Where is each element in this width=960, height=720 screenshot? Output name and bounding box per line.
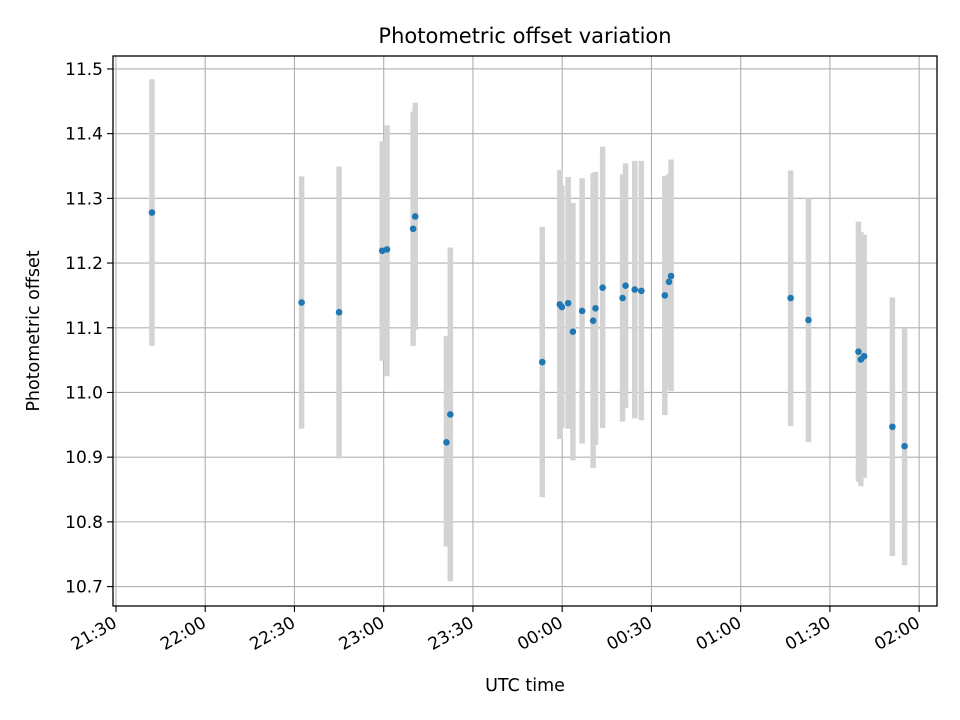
data-point [569,328,577,335]
chart-title: Photometric offset variation [378,24,671,48]
y-tick-label: 11.1 [65,319,103,339]
y-tick-label: 11.3 [65,189,103,209]
data-point [667,272,675,280]
y-tick-label: 11.0 [65,383,103,403]
data-point [860,352,868,360]
y-tick-label: 11.2 [65,254,103,274]
data-point [589,317,597,324]
y-axis-ticks: 10.7 10.8 10.9 11.0 11.1 11.2 11.3 11.4 11.5 [65,60,113,598]
data-point [622,282,629,290]
data-point [631,286,639,293]
data-point [599,284,606,291]
x-axis-title: UTC time [485,676,565,696]
data-point [665,278,673,286]
y-tick-label: 11.5 [65,60,103,80]
data-point [383,246,391,253]
data-points [148,209,908,450]
data-point [298,299,305,306]
y-tick-label: 10.9 [65,448,103,468]
data-point [443,438,450,446]
data-point [901,442,908,450]
grid [113,56,937,606]
y-tick-label: 11.4 [65,125,103,145]
data-point [447,411,454,418]
y-tick-label: 10.7 [65,578,103,598]
data-point [335,308,343,316]
data-point [638,287,645,295]
data-point [411,213,419,220]
data-point [619,294,626,302]
data-point [787,294,794,302]
data-point [409,225,417,233]
data-point [889,423,896,431]
data-point [564,299,572,307]
data-point [148,209,156,216]
y-axis-title: Photometric offset [24,250,44,411]
data-point [661,292,669,299]
data-point [855,348,862,356]
plot-frame [112,55,938,607]
data-point [592,305,599,312]
data-point [578,307,586,315]
data-point [538,358,546,366]
data-point [805,316,812,324]
y-tick-label: 10.8 [65,513,103,533]
data-point [558,303,566,311]
